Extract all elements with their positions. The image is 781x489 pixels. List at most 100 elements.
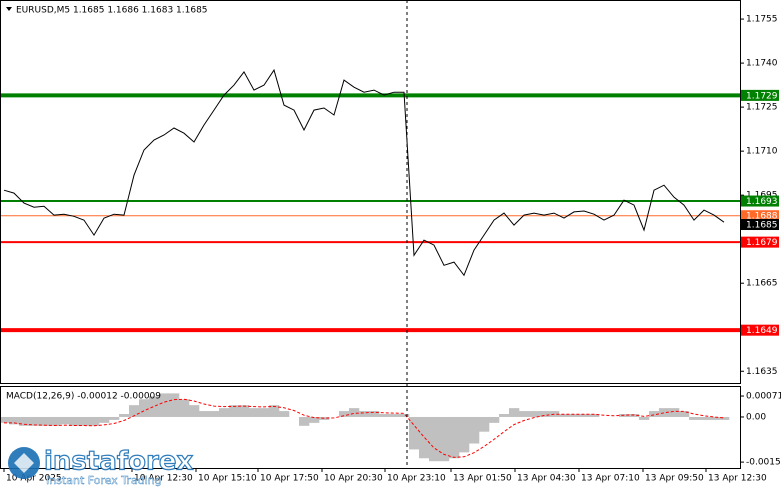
histogram-bar: [719, 416, 730, 420]
axes: 1.17551.17401.17251.17101.16951.16651.16…: [3, 15, 781, 484]
histogram-bar: [469, 416, 480, 444]
histogram-bar: [649, 411, 660, 417]
x-tick-label: 10 Apr 12:30: [134, 474, 193, 484]
histogram-bar: [199, 411, 210, 417]
histogram-bar: [189, 405, 200, 417]
histogram-bar: [109, 416, 120, 420]
level-label: 1.1729: [746, 91, 778, 101]
histogram-bar: [449, 416, 460, 459]
histogram-bar: [579, 414, 590, 417]
histogram-bar: [239, 405, 250, 417]
histogram-bar: [489, 416, 500, 423]
histogram-bar: [49, 416, 60, 426]
level-label-box: [741, 89, 779, 101]
x-tick-label: 10 Apr 23:10: [387, 474, 446, 484]
histogram-bar: [499, 414, 510, 417]
histogram-bar: [209, 411, 220, 417]
histogram-bar: [699, 416, 710, 420]
histogram-bar: [529, 411, 540, 417]
histogram-bar: [589, 414, 600, 417]
histogram-bar: [539, 411, 550, 417]
histogram-bar: [69, 416, 80, 426]
y-tick-label: 1.1635: [746, 367, 778, 377]
histogram-bar: [309, 416, 320, 423]
level-label-box: [741, 195, 779, 207]
histogram-bar: [459, 416, 470, 453]
macd-frame: [0, 386, 741, 469]
price-line: [3, 68, 725, 277]
macd-plot: [1, 393, 730, 462]
menu-triangle: [6, 7, 12, 11]
histogram-bar: [279, 411, 290, 417]
histogram-bar: [409, 416, 420, 450]
price-plot: [1, 68, 740, 333]
x-tick-label: 10 Apr 17:50: [260, 474, 319, 484]
histogram-bar: [19, 416, 30, 426]
histogram-bar: [179, 399, 190, 417]
histogram-bar: [89, 416, 100, 426]
histogram-bar: [169, 393, 180, 417]
histogram-bar: [269, 405, 280, 417]
histogram-bar: [59, 416, 70, 425]
histogram-bar: [219, 408, 230, 417]
histogram-bar: [399, 414, 410, 417]
histogram-bar: [669, 408, 680, 417]
y-tick-label: 1.1725: [746, 103, 778, 113]
histogram-bar: [79, 416, 90, 426]
histogram-bar: [679, 411, 690, 417]
y-tick-label: 1.1710: [746, 147, 778, 157]
histogram-bar: [369, 411, 380, 417]
price-frame: [0, 0, 741, 384]
brand: instaforex: [44, 447, 194, 477]
tagline: Instant Forex Trading: [46, 474, 162, 487]
histogram-bar: [479, 416, 490, 432]
histogram-bar: [419, 416, 430, 459]
histogram-bar: [299, 416, 310, 426]
x-tick-label: 13 Apr 12:30: [708, 474, 767, 484]
histogram-bar: [99, 416, 110, 423]
macd-y-tick-label: 0.00071: [746, 392, 781, 402]
histogram-bar: [349, 408, 360, 417]
level-label-box: [741, 324, 779, 336]
x-tick-label: 10 Apr 2025: [6, 474, 62, 484]
histogram-bar: [119, 414, 130, 417]
histogram-bar: [249, 408, 260, 417]
histogram-bar: [429, 416, 440, 462]
histogram-bar: [1, 416, 10, 423]
histogram-bar: [139, 399, 150, 417]
x-tick-label: 13 Apr 01:50: [453, 474, 512, 484]
histogram-bar: [639, 416, 650, 420]
x-tick-label: 10 Apr 20:30: [324, 474, 383, 484]
current-price-box: [741, 219, 779, 231]
level-label: 1.1693: [746, 197, 778, 207]
histogram-bar: [629, 414, 640, 417]
histogram-bar: [559, 414, 570, 417]
level-label: 1.1649: [746, 326, 778, 336]
histogram-bar: [259, 408, 270, 417]
histogram-bar: [39, 416, 50, 426]
histogram-bar: [379, 414, 390, 417]
macd-title: MACD(12,26,9) -0.00012 -0.00009: [6, 392, 161, 402]
level-label: 1.1679: [746, 238, 778, 248]
histogram-bar: [9, 416, 20, 425]
x-tick-label: 10 Apr 15:10: [198, 474, 257, 484]
x-tick-label: 13 Apr 07:10: [581, 474, 640, 484]
level-label: 1.1688: [746, 212, 778, 222]
histogram-bar: [569, 414, 580, 417]
histogram-bar: [129, 405, 140, 417]
histogram-bar: [229, 405, 240, 417]
level-label-box: [741, 236, 779, 248]
histogram-bar: [519, 411, 530, 417]
macd-y-tick-label: 0.00: [746, 412, 766, 422]
y-tick-label: 1.1665: [746, 279, 778, 289]
histogram-bar: [389, 414, 400, 417]
macd-y-tick-label: -0.00153: [746, 458, 781, 468]
histogram-bar: [689, 416, 700, 420]
current-price-label: 1.1685: [746, 221, 778, 231]
chart-title: EURUSD,M5 1.1685 1.1686 1.1683 1.1685: [16, 6, 208, 16]
y-tick-label: 1.1755: [746, 15, 778, 25]
histogram-bar: [29, 416, 40, 426]
histogram-bar: [359, 411, 370, 417]
